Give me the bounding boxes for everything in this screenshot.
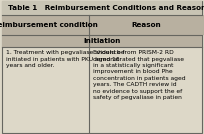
Text: Reason: Reason (132, 22, 161, 28)
Text: Reimbursement condition: Reimbursement condition (0, 22, 98, 28)
Bar (2, 35, 202, 47)
Text: Initiation: Initiation (83, 38, 121, 44)
Bar (89, 15, 204, 35)
Text: 1. Treatment with pegvaliase should be
initiated in patients with PKU aged 16
ye: 1. Treatment with pegvaliase should be i… (6, 50, 125, 68)
Bar (2, 1, 202, 15)
Bar (2, 15, 89, 35)
Text: Evidence from PRISM-2 RD
demonstrated that pegvaliase
in a statistically signifi: Evidence from PRISM-2 RD demonstrated th… (93, 50, 185, 100)
Text: Table 1   Reimbursement Conditions and Reasons: Table 1 Reimbursement Conditions and Rea… (8, 5, 204, 11)
